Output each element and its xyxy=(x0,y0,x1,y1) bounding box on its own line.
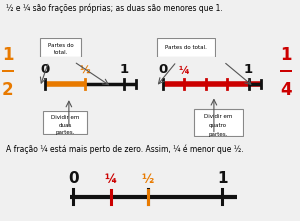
Text: ½ e ¼ são frações próprias; as duas são menores que 1.: ½ e ¼ são frações próprias; as duas são … xyxy=(6,3,223,13)
Text: Partes do total.: Partes do total. xyxy=(165,45,207,50)
Text: 2: 2 xyxy=(2,81,13,99)
Text: quatro: quatro xyxy=(209,123,227,128)
FancyBboxPatch shape xyxy=(44,111,87,134)
Text: 1: 1 xyxy=(244,63,253,76)
FancyBboxPatch shape xyxy=(40,38,81,57)
FancyBboxPatch shape xyxy=(157,38,215,57)
Text: 1: 1 xyxy=(119,63,128,76)
Text: 1: 1 xyxy=(2,46,13,64)
Text: 4: 4 xyxy=(280,81,291,99)
Text: partes.: partes. xyxy=(56,130,75,135)
Text: 0: 0 xyxy=(41,63,50,76)
Text: 0: 0 xyxy=(68,171,79,186)
Text: Dividir em: Dividir em xyxy=(51,115,80,120)
Text: ½: ½ xyxy=(79,66,90,76)
Text: total.: total. xyxy=(54,50,68,55)
Text: A fração ¼ está mais perto de zero. Assim, ¼ é menor que ½.: A fração ¼ está mais perto de zero. Assi… xyxy=(6,145,244,154)
Text: ¼: ¼ xyxy=(179,66,190,76)
Text: partes.: partes. xyxy=(208,132,228,137)
Text: 1: 1 xyxy=(217,171,227,186)
Text: ¼: ¼ xyxy=(104,173,117,186)
Text: ½: ½ xyxy=(142,173,154,186)
Text: 1: 1 xyxy=(280,46,291,64)
Text: duas: duas xyxy=(58,123,72,128)
Text: Partes do: Partes do xyxy=(48,43,74,48)
FancyBboxPatch shape xyxy=(194,109,243,136)
Text: 0: 0 xyxy=(158,63,167,76)
Text: Dividir em: Dividir em xyxy=(204,114,233,119)
